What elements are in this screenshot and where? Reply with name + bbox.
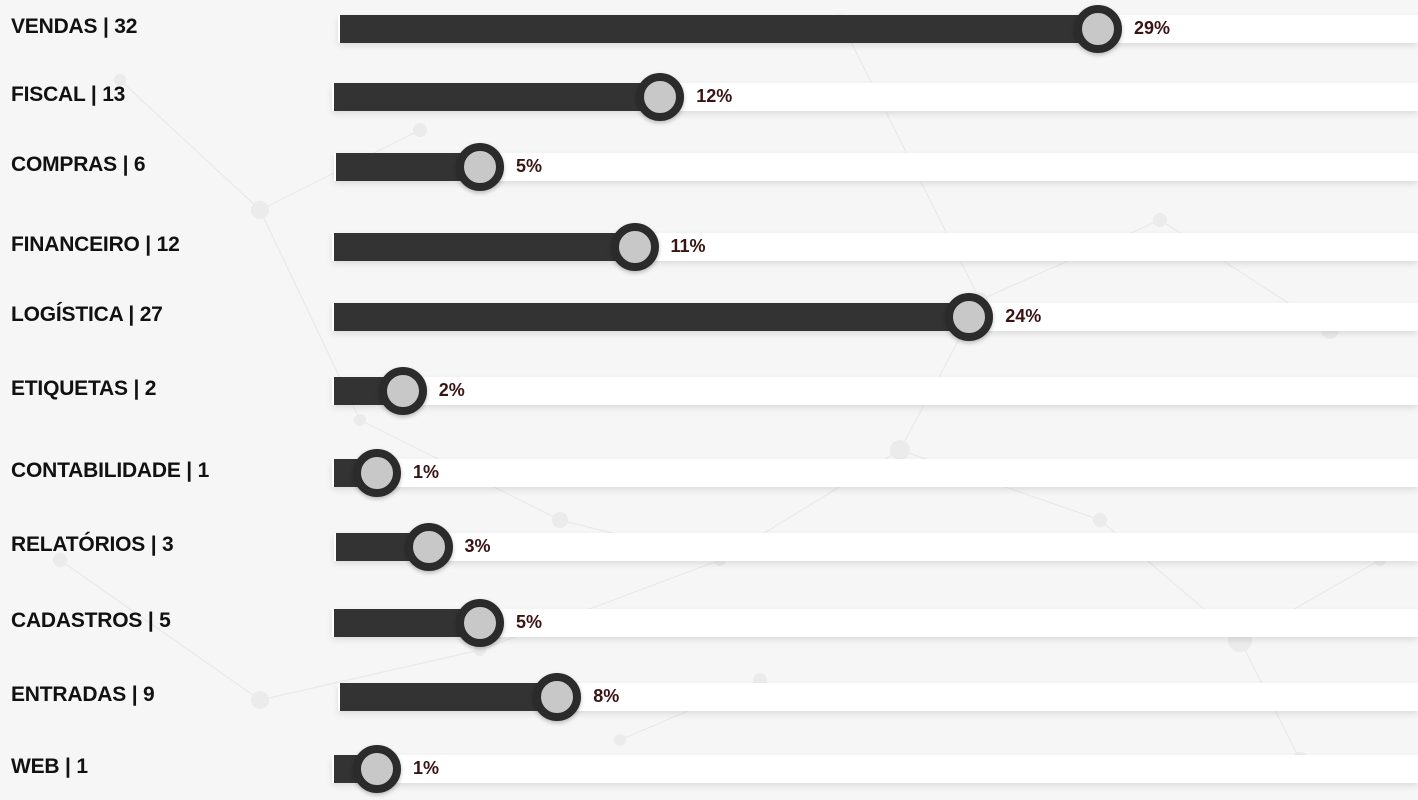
bar-row: FISCAL | 13 12% [0,68,1418,128]
bar-track [332,377,1418,405]
value-label: 24% [1005,306,1042,326]
value-label: 29% [1134,18,1171,38]
bar-end-marker [945,293,994,341]
bar-row: CONTABILIDADE | 1 1% [0,444,1418,504]
bar-row: ENTRADAS | 9 8% [0,668,1418,728]
category-label: CONTABILIDADE | 1 [11,459,210,482]
bar-row: VENDAS | 32 29% [0,0,1418,60]
bar-end-marker [1074,5,1122,53]
category-label: COMPRAS | 6 [11,153,146,176]
bar-fill [334,609,480,637]
bar-fill [340,15,1098,43]
category-label: LOGÍSTICA | 27 [11,303,163,326]
bar-row: WEB | 1 1% [0,740,1418,800]
bar-row: COMPRAS | 6 5% [0,138,1418,198]
bar-end-marker [456,143,504,191]
bar-end-marker [353,449,401,497]
bar-fill [334,83,661,111]
bar-track [334,153,1418,181]
value-label: 11% [670,236,706,256]
bar-end-marker [378,367,427,415]
category-label: FINANCEIRO | 12 [11,233,180,256]
bar-row: LOGÍSTICA | 27 24% [0,288,1418,348]
bar-fill [334,233,635,261]
value-label: 3% [464,536,491,556]
bar-fill [334,303,970,331]
bar-end-marker [404,523,453,571]
category-label: WEB | 1 [11,755,88,778]
value-label: 5% [516,156,543,176]
bar-track [332,609,1418,637]
bar-track [332,755,1418,783]
bar-row: FINANCEIRO | 12 11% [0,218,1418,278]
bar-end-marker [456,599,504,647]
category-label: ETIQUETAS | 2 [11,377,157,400]
value-label: 12% [696,86,733,106]
value-label: 2% [438,380,465,400]
category-label: VENDAS | 32 [11,15,138,38]
bar-track [334,533,1418,561]
bar-fill [340,683,558,711]
category-label: FISCAL | 13 [11,83,126,106]
bar-end-marker [533,673,582,721]
value-label: 5% [516,612,543,632]
value-label: 1% [413,462,440,482]
bar-row: ETIQUETAS | 2 2% [0,362,1418,422]
value-label: 8% [593,686,620,706]
bar-row: RELATÓRIOS | 3 3% [0,518,1418,578]
bar-end-marker [610,223,659,271]
bar-end-marker [636,73,685,121]
bar-row: CADASTROS | 5 5% [0,594,1418,654]
value-label: 1% [413,758,440,778]
category-label: RELATÓRIOS | 3 [11,533,174,556]
category-label: ENTRADAS | 9 [11,683,155,706]
bar-track [332,459,1418,487]
category-label: CADASTROS | 5 [11,609,171,632]
bar-end-marker [353,745,401,793]
